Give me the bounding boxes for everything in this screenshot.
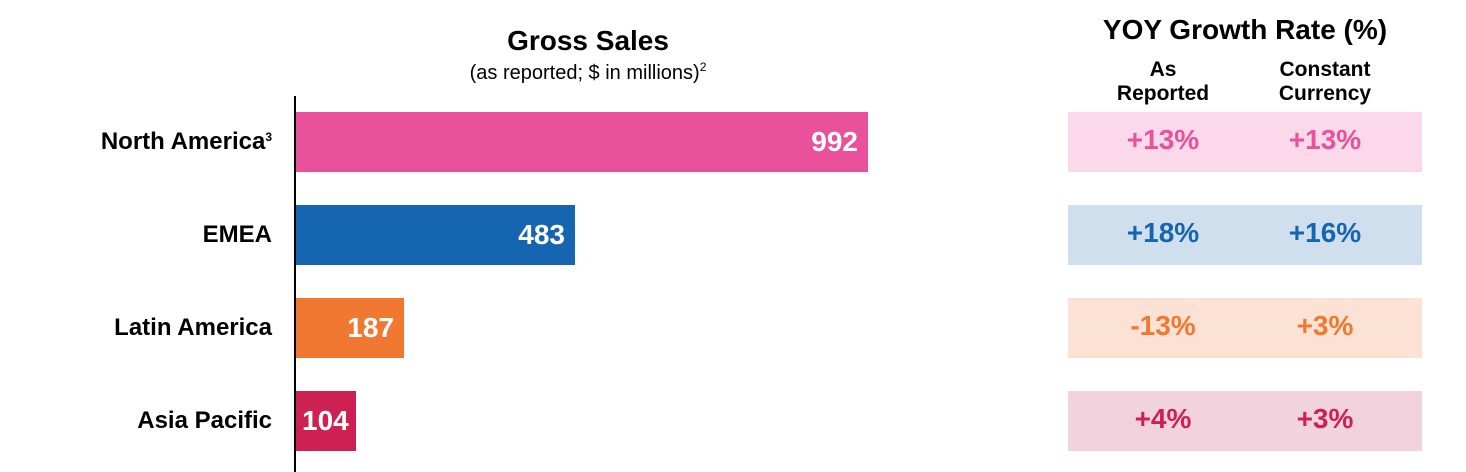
growth-as-reported-value: +18%	[1126, 217, 1200, 248]
growth-as-reported-value: -13%	[1130, 310, 1196, 341]
subtitle-footnote: 2	[699, 60, 707, 74]
bar: 483	[296, 205, 575, 265]
column-header-constant-currency: Constant Currency	[1240, 58, 1410, 106]
category-label-text: Asia Pacific	[137, 407, 272, 434]
growth-table-title: YOY Growth Rate (%)	[1102, 14, 1388, 45]
column-header-as-reported: As Reported	[1078, 58, 1248, 106]
column-header-line: As	[1149, 58, 1177, 81]
growth-constant-currency-value: +16%	[1288, 217, 1362, 248]
bar-value-label: 187	[347, 312, 394, 343]
category-label-text: EMEA	[202, 221, 272, 248]
category-label: Latin America	[114, 314, 272, 342]
bar: 104	[296, 391, 356, 451]
bar-value-label: 104	[302, 405, 349, 436]
column-header-line: Currency	[1278, 82, 1372, 105]
chart-subtitle: (as reported; $ in millions)2	[380, 60, 796, 85]
growth-row: -13% +3%	[1068, 298, 1422, 358]
growth-as-reported-value: +13%	[1126, 124, 1200, 155]
category-label: EMEA	[203, 221, 272, 249]
growth-row: +4% +3%	[1068, 391, 1422, 451]
growth-row: +18% +16%	[1068, 205, 1422, 265]
column-header-line: Reported	[1116, 82, 1210, 105]
growth-row: +13% +13%	[1068, 112, 1422, 172]
category-footnote: 3	[265, 130, 272, 144]
column-header-line: Constant	[1279, 58, 1371, 81]
growth-constant-currency-value: +3%	[1296, 403, 1354, 434]
growth-as-reported-value: +4%	[1134, 403, 1192, 434]
category-label-text: North America	[100, 128, 266, 155]
bar: 187	[296, 298, 404, 358]
chart-subtitle-text: (as reported; $ in millions)	[469, 62, 700, 84]
category-axis-line	[294, 96, 296, 472]
chart-title: Gross Sales	[507, 25, 669, 56]
growth-constant-currency-value: +3%	[1296, 310, 1354, 341]
category-label: Asia Pacific	[137, 407, 272, 435]
category-label-text: Latin America	[114, 314, 272, 341]
category-label: North America3	[101, 128, 272, 156]
bar-value-label: 483	[518, 219, 565, 250]
bar: 992	[296, 112, 868, 172]
growth-constant-currency-value: +13%	[1288, 124, 1362, 155]
bar-value-label: 992	[811, 126, 858, 157]
